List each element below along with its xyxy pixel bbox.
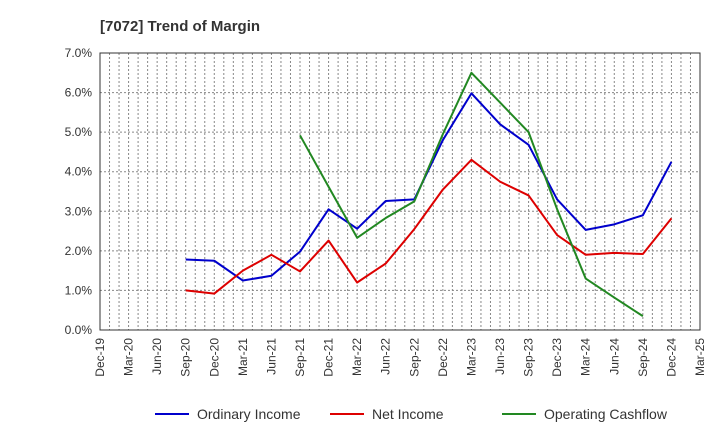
y-tick-label: 2.0% <box>65 244 93 258</box>
x-tick-label: Mar-22 <box>350 338 364 376</box>
x-tick-label: Dec-20 <box>207 338 221 377</box>
x-tick-label: Mar-21 <box>236 338 250 376</box>
x-tick-label: Jun-24 <box>607 338 621 375</box>
x-tick-label: Jun-20 <box>150 338 164 375</box>
x-tick-label: Sep-23 <box>522 338 536 377</box>
legend-label-ordinary-income: Ordinary Income <box>197 406 301 422</box>
legend-label-operating-cashflow: Operating Cashflow <box>544 406 668 422</box>
series-line-operating-cashflow <box>299 71 644 317</box>
x-tick-label: Mar-20 <box>122 338 136 376</box>
x-tick-label: Sep-21 <box>293 338 307 377</box>
plot-area <box>99 52 701 331</box>
x-tick-label: Mar-24 <box>579 338 593 376</box>
x-tick-label: Dec-22 <box>436 338 450 377</box>
x-tick-label: Jun-22 <box>379 338 393 375</box>
x-tick-label: Mar-25 <box>693 338 707 376</box>
y-tick-label: 3.0% <box>65 204 93 218</box>
x-tick-label: Dec-19 <box>93 338 107 377</box>
x-tick-label: Dec-23 <box>550 338 564 377</box>
x-tick-label: Jun-21 <box>264 338 278 375</box>
legend: Ordinary Income Net Income Operating Cashf… <box>155 406 668 422</box>
series-lines <box>185 71 673 317</box>
y-tick-label: 1.0% <box>65 283 93 297</box>
x-tick-label: Sep-20 <box>179 338 193 377</box>
y-tick-label: 7.0% <box>65 46 93 60</box>
y-tick-label: 4.0% <box>65 165 93 179</box>
x-tick-label: Mar-23 <box>464 338 478 376</box>
x-axis-ticks: Dec-19 Mar-20 Jun-20 Sep-20 Dec-20 Mar-21 Jun-… <box>93 338 707 377</box>
legend-label-net-income: Net Income <box>372 406 444 422</box>
chart-title: [7072] Trend of Margin <box>100 18 260 35</box>
y-tick-label: 5.0% <box>65 125 93 139</box>
grid <box>100 53 700 330</box>
x-tick-label: Dec-21 <box>322 338 336 377</box>
x-tick-label: Dec-24 <box>664 338 678 377</box>
x-tick-label: Jun-23 <box>493 338 507 375</box>
series-line-ordinary-income <box>185 92 673 282</box>
series-line-net-income <box>185 158 673 295</box>
y-tick-label: 0.0% <box>65 323 93 337</box>
x-tick-label: Sep-22 <box>407 338 421 377</box>
y-tick-label: 6.0% <box>65 86 93 100</box>
x-tick-label: Sep-24 <box>636 338 650 377</box>
y-axis-ticks: 0.0% 1.0% 2.0% 3.0% 4.0% 5.0% 6.0% 7.0% <box>65 46 93 337</box>
